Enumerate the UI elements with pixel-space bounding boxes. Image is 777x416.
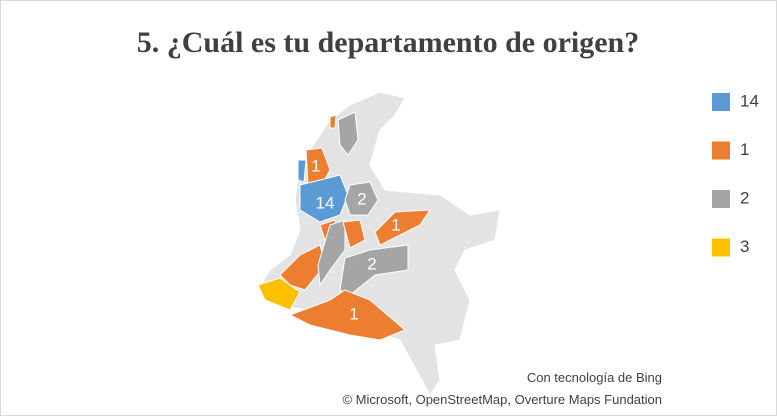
region-label: 1: [349, 304, 358, 323]
legend-label: 2: [740, 188, 749, 207]
region-label: 1: [391, 215, 400, 234]
region-label: 14: [316, 193, 335, 212]
legend-swatch: [712, 190, 730, 208]
region-label: 2: [357, 189, 366, 208]
region-label: 2: [367, 254, 376, 273]
region: [257, 277, 301, 311]
legend-swatch: [712, 141, 730, 160]
region: [342, 219, 366, 249]
regions: 1 14 2 1 2 1: [257, 111, 431, 341]
legend-label: 1: [740, 140, 749, 159]
region: [329, 114, 337, 129]
region: [344, 181, 379, 216]
region: [297, 159, 307, 183]
attribution-line: © Microsoft, OpenStreetMap, Overture Map…: [342, 392, 662, 407]
legend-swatch: [712, 238, 730, 257]
legend-swatch: [712, 93, 730, 111]
region: [288, 289, 406, 341]
legend-label: 14: [740, 91, 759, 110]
chart-title: 5. ¿Cuál es tu departamento de origen?: [137, 26, 639, 59]
legend: 14 1 2 3: [712, 91, 759, 257]
region: [374, 209, 431, 246]
region: [317, 219, 346, 287]
region-label: 1: [311, 156, 320, 175]
attribution-line: Con tecnología de Bing: [527, 370, 662, 385]
region: [339, 244, 409, 296]
region: [299, 174, 349, 223]
region: [337, 111, 359, 156]
legend-label: 3: [740, 237, 749, 256]
